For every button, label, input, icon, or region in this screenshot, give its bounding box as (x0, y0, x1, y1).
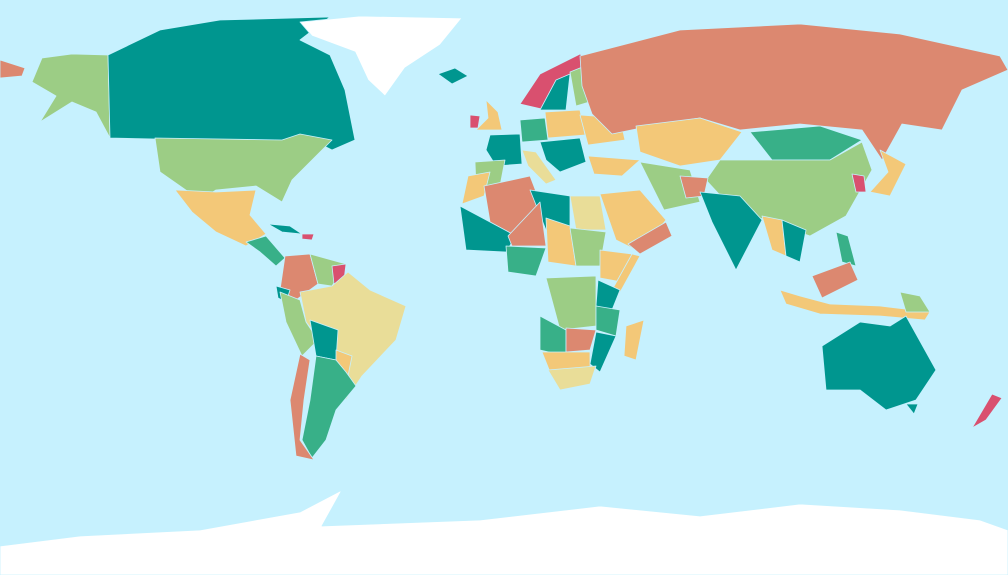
nigeria[interactable] (505, 245, 547, 277)
india[interactable] (699, 191, 763, 271)
madagascar[interactable] (623, 319, 645, 361)
australia[interactable] (821, 315, 937, 411)
chile[interactable] (289, 353, 315, 461)
oman-yemen[interactable] (627, 221, 673, 255)
usa[interactable] (154, 133, 333, 203)
uk[interactable] (475, 99, 503, 131)
iceland[interactable] (437, 67, 469, 85)
chukotka[interactable] (0, 59, 26, 79)
niger[interactable] (507, 201, 547, 247)
vietnam[interactable] (781, 219, 807, 263)
indonesia[interactable] (779, 289, 931, 321)
antarctica[interactable] (0, 489, 1008, 575)
morocco[interactable] (461, 171, 491, 205)
turkey[interactable] (587, 155, 641, 177)
alaska[interactable] (31, 53, 111, 139)
papua[interactable] (899, 291, 931, 313)
zambia[interactable] (565, 327, 597, 353)
japan[interactable] (869, 149, 907, 197)
mongolia[interactable] (749, 125, 863, 161)
korea[interactable] (851, 173, 867, 193)
south-africa[interactable] (547, 365, 597, 391)
poland-baltics[interactable] (544, 109, 586, 139)
central-america[interactable] (245, 235, 286, 267)
russia[interactable] (579, 23, 1008, 161)
hispaniola[interactable] (301, 233, 315, 241)
balkans[interactable] (539, 137, 587, 173)
malaysia[interactable] (811, 261, 859, 299)
countries (0, 15, 1008, 575)
mexico[interactable] (174, 189, 267, 247)
germany[interactable] (519, 117, 549, 143)
argentina[interactable] (301, 355, 357, 459)
greenland[interactable] (299, 15, 463, 97)
philippines[interactable] (835, 231, 857, 267)
ireland[interactable] (469, 114, 481, 129)
france[interactable] (485, 133, 523, 167)
mozambique[interactable] (589, 331, 617, 373)
italy[interactable] (521, 149, 557, 185)
new-zealand[interactable] (971, 393, 1003, 429)
tasmania[interactable] (905, 403, 919, 415)
egypt[interactable] (569, 195, 607, 231)
iran[interactable] (639, 161, 701, 211)
